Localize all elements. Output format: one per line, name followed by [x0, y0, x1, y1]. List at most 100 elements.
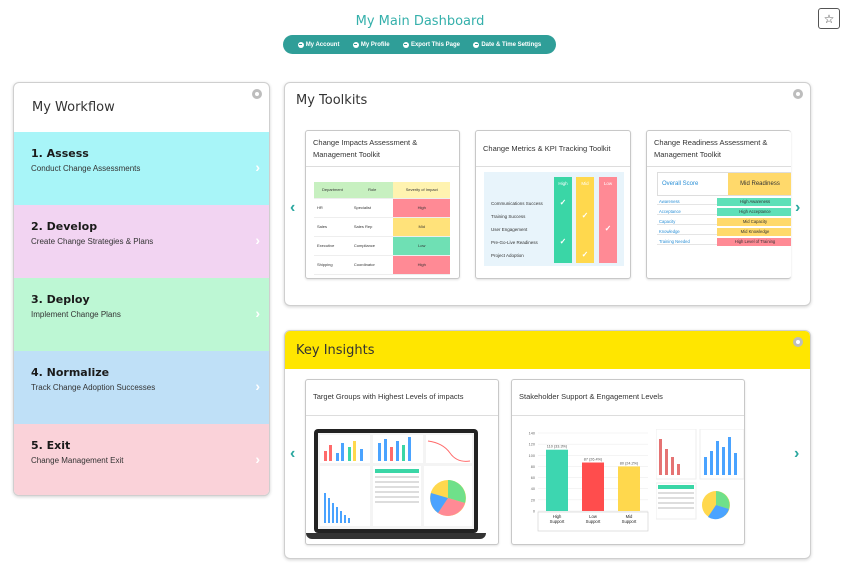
- y-tick-label: 0: [533, 510, 535, 514]
- x-tick-label: Support: [550, 519, 566, 524]
- nav-export-page[interactable]: Export This Page: [402, 41, 460, 48]
- x-tick-label: High: [553, 514, 562, 519]
- chevron-right-icon: ›: [255, 232, 260, 248]
- step-title: 2. Develop: [31, 220, 98, 233]
- check-icon: ✓: [604, 224, 612, 233]
- workflow-panel: My Workflow 1. Assess Conduct Change Ass…: [13, 82, 270, 496]
- bar: [546, 449, 568, 511]
- table-cell: Sales: [314, 217, 351, 237]
- nav-my-profile[interactable]: My Profile: [352, 41, 390, 48]
- chevron-right-icon: ›: [255, 451, 260, 467]
- y-tick-label: 20: [531, 498, 535, 502]
- readiness-key: Awareness: [657, 199, 717, 205]
- x-tick-label: Low: [589, 514, 598, 519]
- bar-value-label: 87 (26.4%): [584, 458, 603, 462]
- toolkit-card-readiness[interactable]: Change Readiness Assessment & Management…: [646, 130, 791, 279]
- readiness-row: Acceptance High Acceptance: [657, 207, 791, 216]
- table-header: Department: [314, 182, 351, 199]
- x-tick-label: Support: [586, 519, 602, 524]
- workflow-step-assess[interactable]: 1. Assess Conduct Change Assessments ›: [14, 132, 269, 205]
- check-icon: ✓: [581, 250, 589, 259]
- readiness-row: Capacity Mid Capacity: [657, 217, 791, 226]
- column-header: Low: [603, 181, 613, 186]
- readiness-row: Training Needed High Level of Training: [657, 237, 791, 246]
- y-tick-label: 80: [531, 465, 535, 469]
- table-cell: Executive: [314, 236, 351, 256]
- table-cell: Coordinator: [350, 255, 394, 275]
- gear-icon[interactable]: [252, 89, 262, 99]
- table-cell: HR: [314, 198, 351, 218]
- toolkit-card-impacts[interactable]: Change Impacts Assessment & Management T…: [305, 130, 460, 279]
- severity-cell: Mid: [393, 217, 450, 237]
- severity-cell: High: [393, 198, 450, 218]
- card-thumbnail: High Mid Low Communications Success Trai…: [476, 168, 630, 278]
- nav-label: My Account: [305, 41, 340, 48]
- y-tick-label: 60: [531, 476, 535, 480]
- insight-card-target-groups[interactable]: Target Groups with Highest Levels of imp…: [305, 379, 499, 545]
- x-tick-label: Support: [622, 519, 638, 524]
- step-subtitle: Create Change Strategies & Plans: [31, 237, 154, 246]
- bar: [582, 462, 604, 511]
- table-row: HR Specialist High: [314, 198, 450, 218]
- star-icon: ☆: [823, 11, 835, 26]
- impact-table: Department Role Severity of Impact HR Sp…: [314, 182, 450, 275]
- workflow-title: My Workflow: [32, 100, 115, 115]
- table-header: Role: [350, 182, 394, 199]
- table-row: Sales Sales Rep Mid: [314, 217, 450, 237]
- toolkit-card-metrics[interactable]: Change Metrics & KPI Tracking Toolkit Hi…: [475, 130, 631, 279]
- readiness-row: Knowledge Mid Knowledge: [657, 227, 791, 236]
- gear-icon[interactable]: [793, 337, 803, 347]
- workflow-step-develop[interactable]: 2. Develop Create Change Strategies & Pl…: [14, 205, 269, 278]
- metric-row: Communications Success: [491, 201, 543, 206]
- step-title: 5. Exit: [31, 439, 71, 452]
- column-high: High: [554, 177, 572, 263]
- readiness-value: High Level of Training: [717, 237, 791, 246]
- readiness-key: Knowledge: [657, 229, 717, 235]
- workflow-step-deploy[interactable]: 3. Deploy Implement Change Plans ›: [14, 278, 269, 351]
- chevron-right-icon[interactable]: ›: [795, 199, 801, 216]
- table-cell: Compliance: [350, 236, 394, 256]
- y-tick-label: 140: [529, 432, 535, 436]
- metric-row: User Engagement: [491, 227, 528, 232]
- card-title: Change Impacts Assessment & Management T…: [306, 131, 459, 167]
- step-title: 1. Assess: [31, 147, 89, 160]
- check-icon: ✓: [581, 211, 589, 220]
- page-title: My Main Dashboard: [355, 14, 485, 29]
- laptop-base: [306, 533, 486, 539]
- nav-my-account[interactable]: My Account: [297, 41, 340, 48]
- card-thumbnail: [306, 417, 498, 544]
- card-thumbnail: 140 120 100 80 60 40 20 0 110 (33.3%) High Support…: [512, 417, 744, 544]
- card-title: Stakeholder Support & Engagement Levels: [512, 380, 744, 416]
- readiness-value: High Awareness: [717, 197, 791, 206]
- card-thumbnail: Department Role Severity of Impact HR Sp…: [306, 168, 459, 278]
- toolkits-title: My Toolkits: [296, 93, 368, 108]
- table-cell: Shipping: [314, 255, 351, 275]
- overall-score-row: Overall Score Mid Readiness: [657, 172, 791, 196]
- toolkits-panel: My Toolkits ‹ › Change Impacts Assessmen…: [284, 82, 811, 306]
- card-title: Change Metrics & KPI Tracking Toolkit: [476, 131, 630, 167]
- gear-icon[interactable]: [793, 89, 803, 99]
- chevron-left-icon[interactable]: ‹: [290, 445, 296, 462]
- step-subtitle: Implement Change Plans: [31, 310, 121, 319]
- insights-title: Key Insights: [285, 331, 810, 369]
- workflow-step-exit[interactable]: 5. Exit Change Management Exit ›: [14, 424, 269, 495]
- y-tick-label: 100: [529, 454, 535, 458]
- dashboard-preview-graphic: [320, 435, 472, 526]
- favorite-button[interactable]: ☆: [818, 8, 840, 29]
- chevron-right-icon: ›: [255, 378, 260, 394]
- step-subtitle: Change Management Exit: [31, 456, 124, 465]
- chevron-left-icon[interactable]: ‹: [290, 199, 296, 216]
- insight-card-stakeholder-support[interactable]: Stakeholder Support & Engagement Levels …: [511, 379, 745, 545]
- check-icon: ✓: [559, 198, 567, 207]
- table-row: Shipping Coordinator High: [314, 255, 450, 275]
- insights-panel: Key Insights ‹ › Target Groups with High…: [284, 330, 811, 559]
- nav-date-time-settings[interactable]: Date & Time Settings: [473, 41, 541, 48]
- workflow-step-normalize[interactable]: 4. Normalize Track Change Adoption Succe…: [14, 351, 269, 424]
- step-title: 3. Deploy: [31, 293, 90, 306]
- y-tick-label: 120: [529, 443, 535, 447]
- check-icon: ✓: [559, 237, 567, 246]
- readiness-value: Mid Capacity: [717, 217, 791, 226]
- minus-circle-icon: [352, 41, 359, 48]
- chevron-right-icon[interactable]: ›: [794, 445, 800, 462]
